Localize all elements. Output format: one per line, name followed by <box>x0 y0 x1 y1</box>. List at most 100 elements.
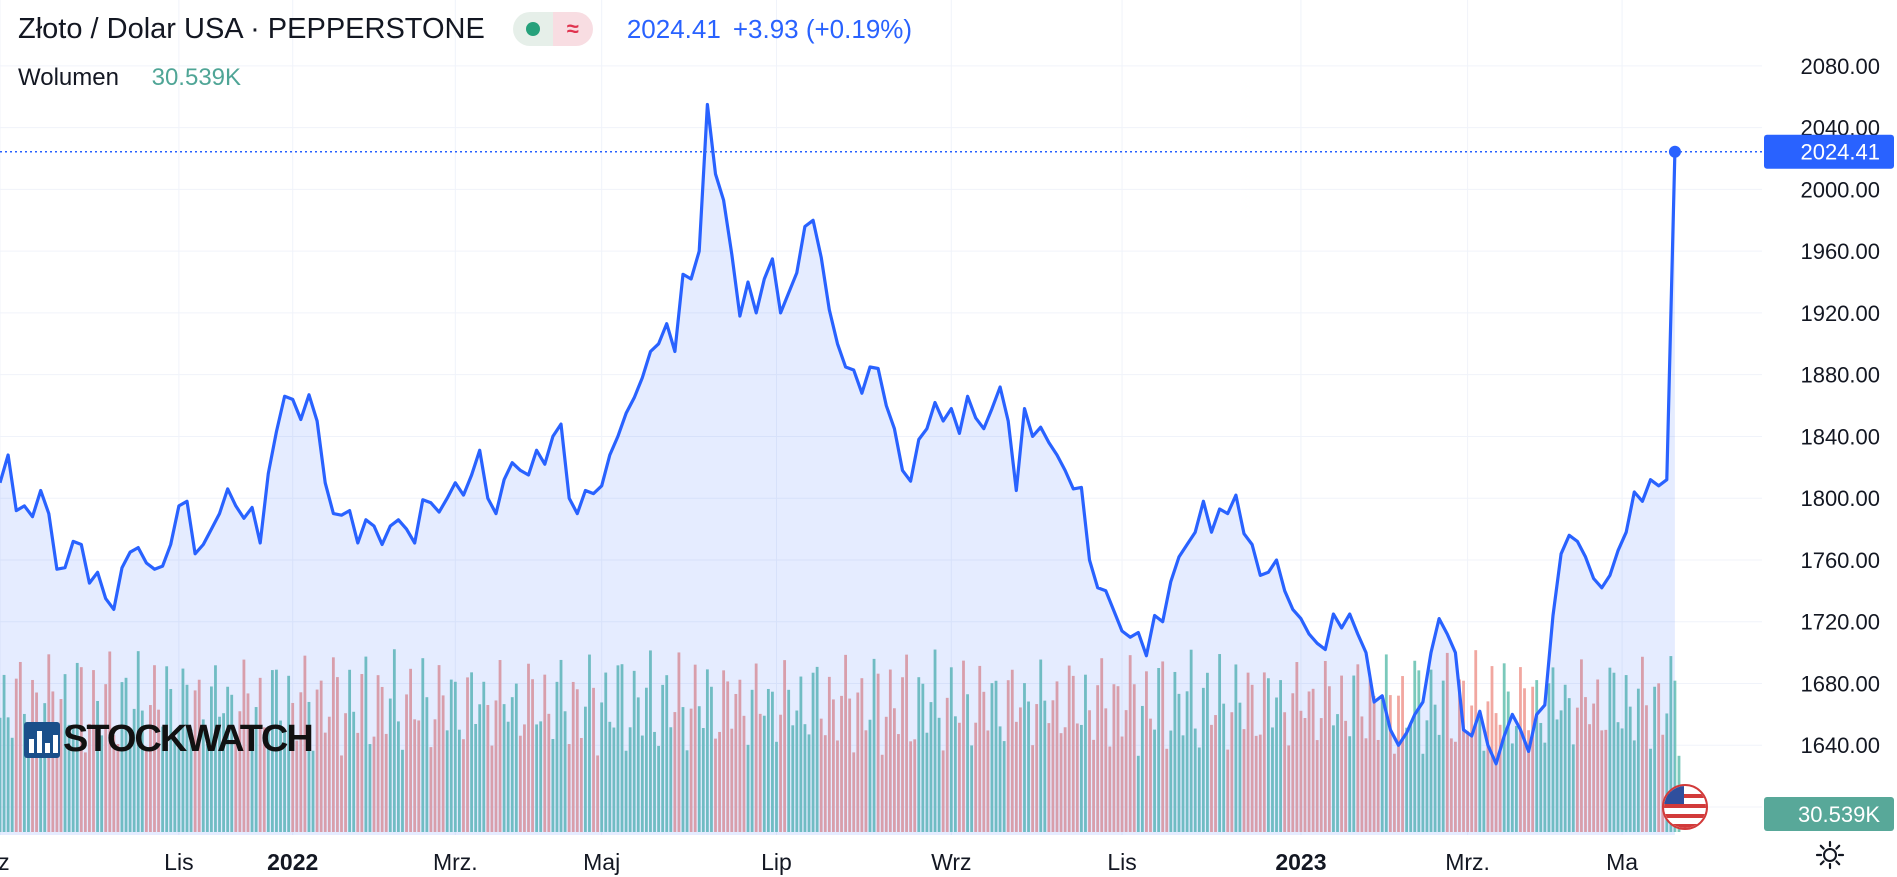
volume-bar <box>1535 680 1539 832</box>
volume-bar <box>433 719 437 832</box>
volume-bar <box>852 752 856 832</box>
volume-bar <box>1364 738 1368 832</box>
y-tick-label: 1720.00 <box>1800 610 1880 635</box>
volume-bar <box>1116 686 1120 832</box>
volume-bar <box>762 715 766 832</box>
volume-bar <box>941 750 945 832</box>
volume-bar <box>1051 700 1055 832</box>
volume-bar <box>787 689 791 832</box>
volume-bar <box>539 721 543 832</box>
volume-bar <box>1616 722 1620 832</box>
volume-bar <box>331 657 335 832</box>
volume-bar <box>714 738 717 832</box>
volume-bar <box>1246 672 1250 832</box>
volume-bar <box>1454 741 1457 832</box>
volume-bar <box>136 651 140 832</box>
volume-bar <box>1510 743 1514 832</box>
volume-bar <box>1161 661 1165 832</box>
volume-bar <box>307 701 311 832</box>
volume-bar <box>474 724 478 832</box>
volume-bar <box>693 664 697 832</box>
volume-bar <box>640 735 644 832</box>
volume-bar <box>1397 695 1400 832</box>
volume-bar <box>1372 695 1376 832</box>
volume-bar <box>1084 674 1087 832</box>
x-tick-label: Maj <box>583 849 620 875</box>
volume-bar <box>445 730 449 832</box>
volume-bar <box>478 704 482 832</box>
volume-bar <box>649 650 652 832</box>
volume-bar <box>543 674 547 832</box>
volume-bar <box>872 658 876 832</box>
volume-bar <box>1055 681 1059 832</box>
volume-bar <box>1466 731 1470 832</box>
volume-bar <box>628 727 632 832</box>
volume-bar <box>555 681 559 832</box>
volume-bar <box>933 649 937 832</box>
volume-bar <box>388 698 392 832</box>
volume-bar <box>827 676 831 832</box>
volume-bar <box>1437 734 1441 832</box>
volume-bar <box>559 659 563 832</box>
volume-bar <box>616 665 620 832</box>
volume-bar <box>701 728 705 832</box>
market-open-indicator <box>512 12 553 46</box>
us-flag-icon[interactable] <box>1662 784 1708 830</box>
volume-bar <box>319 680 323 832</box>
volume-bar <box>185 684 189 832</box>
volume-bar <box>1120 736 1124 832</box>
volume-bar <box>1425 720 1429 832</box>
volume-bar <box>1035 704 1039 832</box>
volume-bar <box>1153 729 1156 832</box>
volume-bar <box>929 702 933 832</box>
volume-bar <box>0 717 2 832</box>
volume-bar <box>1096 685 1100 832</box>
volume-bar <box>2 674 6 832</box>
volume-bar <box>665 675 669 832</box>
x-tick-label: Mrz. <box>433 849 478 875</box>
volume-bar <box>551 738 555 832</box>
volume-bar <box>201 719 205 832</box>
volume-bar <box>181 668 185 832</box>
volume-bar <box>1628 706 1632 832</box>
volume-bar <box>1645 705 1648 832</box>
volume-bar <box>165 666 169 832</box>
volume-bar <box>1075 723 1079 832</box>
symbol-title[interactable]: Złoto / Dolar USA · PEPPERSTONE <box>18 12 485 45</box>
x-tick-label: 2022 <box>267 849 318 875</box>
volume-bar <box>1323 660 1327 832</box>
volume-bar <box>888 669 892 832</box>
volume-value: 30.539K <box>151 64 242 91</box>
volume-bar <box>51 691 55 832</box>
volume-bar <box>6 717 10 832</box>
volume-bar <box>982 691 986 832</box>
volume-bar <box>104 684 108 832</box>
volume-badge <box>1764 797 1894 831</box>
volume-bar <box>482 681 486 832</box>
volume-bar <box>514 683 518 832</box>
volume-bar <box>1193 728 1197 832</box>
volume-bar <box>596 755 600 832</box>
settings-gear-icon[interactable] <box>1815 840 1845 870</box>
volume-bar <box>1575 707 1579 832</box>
volume-bar <box>588 654 591 832</box>
volume-bar <box>116 744 120 832</box>
volume-bar <box>1149 718 1152 832</box>
time-axis[interactable]: rz Lis 2022 Mrz. Maj Lip Wrz Lis 2023 Mrz. Ma <box>0 849 1638 875</box>
volume-bar <box>490 745 494 832</box>
volume-bar <box>1344 720 1348 832</box>
volume-bar <box>75 662 79 832</box>
volume-bar <box>1177 693 1181 832</box>
volume-bar <box>775 741 778 832</box>
volume-legend[interactable]: Wolumen 30.539K <box>18 64 241 92</box>
volume-bar <box>344 713 347 832</box>
volume-bar <box>1214 715 1217 832</box>
price-axis[interactable]: 1600.001640.001680.001720.001760.001800.… <box>1800 54 1880 820</box>
volume-bar <box>518 735 522 832</box>
market-status-badge[interactable]: ≈ <box>512 12 593 46</box>
volume-bar <box>1405 727 1409 832</box>
volume-bar <box>962 660 965 832</box>
volume-bar <box>897 734 900 832</box>
volume-bar <box>1348 736 1352 832</box>
